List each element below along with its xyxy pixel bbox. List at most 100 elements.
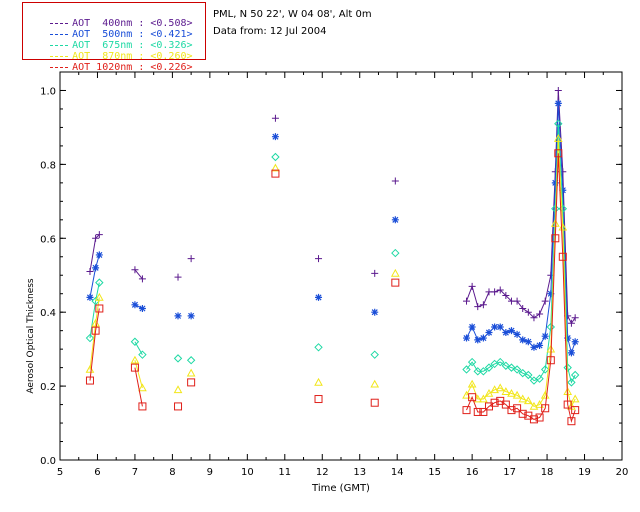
- data-point-1: [547, 290, 555, 298]
- plot-marks: [85, 86, 580, 426]
- data-point-2: [370, 350, 379, 359]
- y-axis-label: Aerosol Optical Thickness: [26, 278, 36, 394]
- data-point-4: [370, 398, 379, 407]
- data-point-4: [91, 326, 100, 335]
- x-tick-label: 14: [391, 467, 404, 478]
- data-point-3: [314, 377, 323, 386]
- legend-label-400nm: AOT 400nm : <0.508>: [72, 18, 193, 29]
- legend-swatch-400nm: [50, 22, 69, 24]
- data-point-3: [535, 400, 544, 408]
- data-point-3: [553, 133, 563, 142]
- data-point-0: [95, 231, 103, 239]
- data-point-2: [314, 343, 323, 352]
- data-point-1: [468, 323, 476, 331]
- data-point-1: [463, 334, 471, 342]
- x-tick-label: 20: [616, 467, 629, 478]
- data-point-1: [559, 186, 567, 194]
- data-point-1: [554, 99, 562, 107]
- x-tick-label: 18: [541, 467, 554, 478]
- y-tick-label: 0.0: [40, 456, 56, 467]
- data-point-3: [501, 387, 511, 395]
- data-point-2: [570, 370, 580, 380]
- data-point-0: [536, 310, 544, 318]
- data-point-1: [496, 323, 504, 331]
- data-point-2: [554, 119, 563, 128]
- legend-label-500nm: AOT 500nm : <0.421>: [72, 29, 193, 40]
- data-point-0: [315, 255, 323, 263]
- series-line-4: [89, 308, 100, 381]
- data-point-3: [484, 388, 494, 397]
- data-point-0: [468, 282, 476, 290]
- data-point-0: [92, 234, 100, 242]
- data-point-3: [271, 163, 280, 172]
- data-point-4: [479, 407, 488, 416]
- data-point-2: [479, 367, 488, 376]
- data-point-3: [512, 390, 522, 399]
- data-point-1: [474, 336, 482, 344]
- series-line-3: [134, 360, 143, 389]
- data-point-0: [519, 304, 527, 312]
- data-point-1: [507, 327, 515, 335]
- series-line-1: [466, 103, 576, 355]
- data-point-2: [391, 248, 400, 258]
- data-point-0: [541, 297, 549, 305]
- data-point-1: [536, 341, 544, 349]
- data-point-2: [507, 363, 516, 372]
- data-point-1: [530, 343, 538, 351]
- data-point-4: [563, 400, 572, 409]
- data-point-2: [467, 357, 477, 367]
- x-axis-label: Time (GMT): [311, 483, 370, 494]
- data-point-1: [92, 264, 100, 272]
- x-tick-label: 7: [132, 467, 138, 478]
- data-point-3: [467, 379, 477, 388]
- data-point-4: [462, 406, 471, 415]
- data-point-0: [271, 114, 279, 122]
- data-point-3: [570, 394, 580, 403]
- data-point-2: [138, 350, 147, 359]
- x-tick-label: 13: [353, 467, 366, 478]
- data-point-0: [391, 177, 399, 185]
- data-point-1: [315, 293, 323, 301]
- data-point-0: [530, 314, 538, 322]
- data-point-3: [523, 396, 533, 405]
- data-point-4: [490, 398, 499, 407]
- data-point-4: [314, 395, 323, 404]
- data-point-0: [496, 286, 504, 294]
- y-tick-label: 0.4: [40, 308, 56, 319]
- y-tick-label: 0.2: [40, 382, 56, 393]
- data-point-4: [138, 402, 147, 411]
- data-point-3: [186, 368, 196, 377]
- data-point-2: [95, 278, 104, 287]
- x-tick-label: 17: [503, 467, 516, 478]
- x-tick-label: 9: [207, 467, 213, 478]
- legend-swatch-675nm: [50, 44, 69, 46]
- data-point-2: [540, 365, 550, 374]
- data-point-0: [479, 301, 487, 309]
- data-point-3: [479, 394, 488, 403]
- data-point-0: [131, 266, 139, 274]
- x-tick-label: 10: [241, 467, 254, 478]
- data-point-1: [86, 293, 94, 301]
- data-point-4: [541, 404, 550, 413]
- data-point-3: [529, 401, 539, 410]
- data-point-2: [501, 361, 511, 370]
- series-line-4: [466, 153, 576, 424]
- data-point-4: [551, 234, 560, 243]
- legend-item-400nm: AOT 400nm : <0.508>: [26, 4, 193, 29]
- x-tick-label: 5: [57, 467, 63, 478]
- data-point-4: [271, 169, 280, 178]
- legend-swatch-870nm: [50, 55, 69, 57]
- data-point-2: [462, 365, 471, 374]
- data-point-4: [535, 413, 544, 422]
- axes: 5 6 7 8 9 10 11 12 13 14 15 16 17 18 19 20 0.0 0.2 0.4 0.6 0…: [40, 71, 629, 478]
- data-point-1: [391, 216, 399, 224]
- data-point-0: [554, 86, 562, 94]
- x-tick-label: 19: [578, 467, 591, 478]
- data-point-1: [174, 312, 182, 320]
- data-point-2: [496, 357, 505, 367]
- data-point-1: [551, 179, 559, 187]
- legend-label-870nm: AOT 870nm : <0.260>: [72, 51, 193, 62]
- data-point-2: [512, 365, 522, 374]
- data-point-2: [518, 368, 527, 378]
